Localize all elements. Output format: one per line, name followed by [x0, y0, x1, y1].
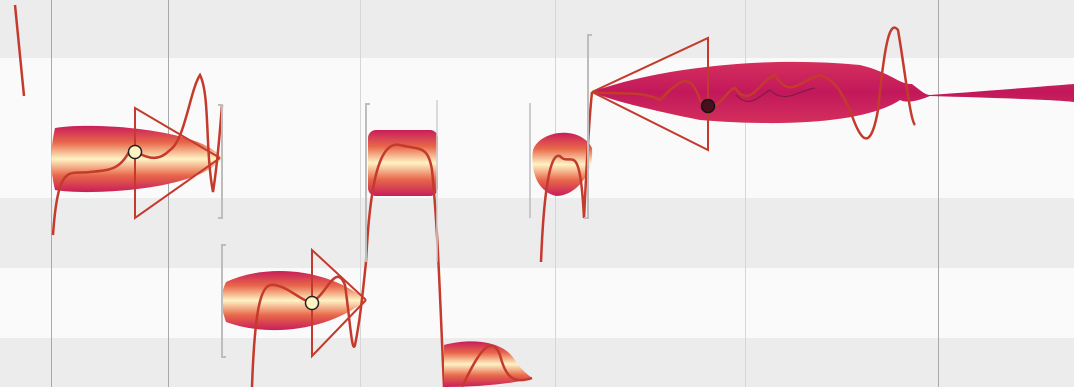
note-anchor-icon	[127, 144, 143, 160]
beat-line	[360, 0, 361, 387]
note-anchor-icon	[304, 295, 320, 311]
amplitude-envelope	[591, 36, 709, 152]
pitch-lane	[0, 338, 1074, 387]
pitch-lane	[0, 0, 1074, 58]
note-handle	[365, 103, 370, 262]
selected-note-blob[interactable]	[591, 26, 1074, 152]
note-anchor-icon	[700, 98, 716, 114]
pitch-lane	[0, 198, 1074, 268]
pitch-curve	[250, 261, 368, 387]
beat-line	[745, 0, 746, 387]
pitch-lane	[0, 268, 1074, 338]
bar-line	[51, 0, 52, 387]
pitch-curve	[364, 143, 446, 387]
note-handle	[584, 34, 592, 219]
note-handle	[218, 104, 223, 219]
note-blob[interactable]	[221, 244, 368, 387]
pitch-curve	[460, 344, 533, 387]
pitch-curve	[13, 4, 26, 97]
note-blob[interactable]	[51, 72, 224, 236]
pitch-curve	[51, 72, 224, 236]
amplitude-envelope	[134, 106, 221, 220]
note-blob[interactable]	[529, 34, 594, 263]
pitch-curve	[591, 26, 917, 140]
bar-line	[938, 0, 939, 387]
note-handle	[221, 244, 226, 358]
note-blob[interactable]	[364, 100, 446, 387]
note-blob[interactable]	[444, 341, 533, 387]
